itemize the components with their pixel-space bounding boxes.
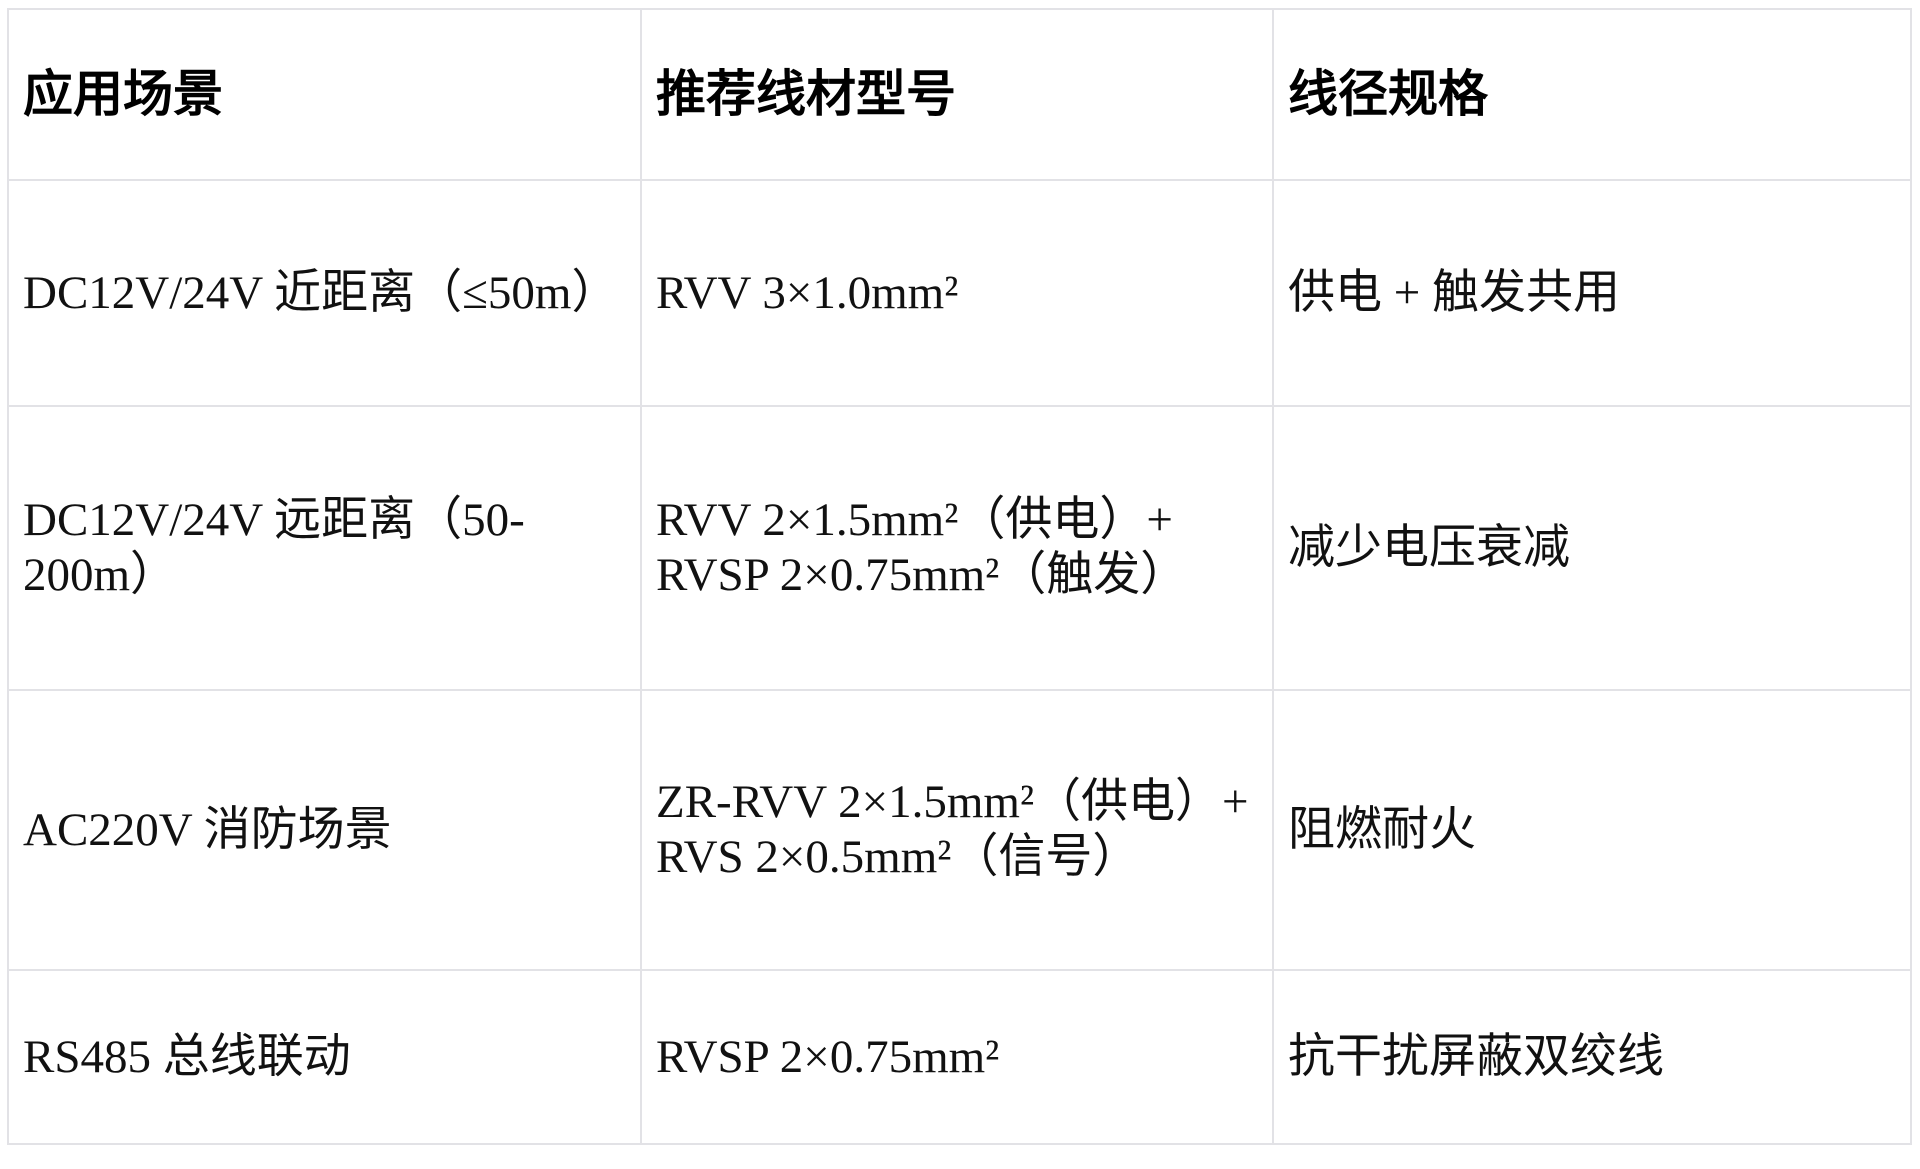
cell-spec: 减少电压衰减: [1272, 405, 1912, 691]
table-header-row: 应用场景 推荐线材型号 线径规格: [7, 8, 1912, 181]
header-cell-model: 推荐线材型号: [640, 8, 1274, 181]
cell-model: RVV 2×1.5mm²（供电）+ RVSP 2×0.75mm²（触发）: [640, 405, 1274, 691]
wire-spec-table-container: 应用场景 推荐线材型号 线径规格 DC12V/24V 近距离（≤50m） RVV…: [7, 8, 1912, 1145]
header-cell-scene: 应用场景: [7, 8, 642, 181]
cell-model: ZR-RVV 2×1.5mm²（供电）+ RVS 2×0.5mm²（信号）: [640, 689, 1274, 971]
cell-scene: AC220V 消防场景: [7, 689, 642, 971]
cell-scene: DC12V/24V 近距离（≤50m）: [7, 179, 642, 407]
cell-scene: RS485 总线联动: [7, 969, 642, 1145]
table-row: RS485 总线联动 RVSP 2×0.75mm² 抗干扰屏蔽双绞线: [7, 969, 1912, 1145]
cell-scene: DC12V/24V 远距离（50-200m）: [7, 405, 642, 691]
header-cell-spec: 线径规格: [1272, 8, 1912, 181]
cell-model: RVV 3×1.0mm²: [640, 179, 1274, 407]
wire-spec-table: 应用场景 推荐线材型号 线径规格 DC12V/24V 近距离（≤50m） RVV…: [7, 8, 1912, 1145]
table-row: AC220V 消防场景 ZR-RVV 2×1.5mm²（供电）+ RVS 2×0…: [7, 689, 1912, 971]
cell-spec: 供电 + 触发共用: [1272, 179, 1912, 407]
table-row: DC12V/24V 远距离（50-200m） RVV 2×1.5mm²（供电）+…: [7, 405, 1912, 691]
cell-spec: 阻燃耐火: [1272, 689, 1912, 971]
table-row: DC12V/24V 近距离（≤50m） RVV 3×1.0mm² 供电 + 触发…: [7, 179, 1912, 407]
cell-model: RVSP 2×0.75mm²: [640, 969, 1274, 1145]
cell-spec: 抗干扰屏蔽双绞线: [1272, 969, 1912, 1145]
